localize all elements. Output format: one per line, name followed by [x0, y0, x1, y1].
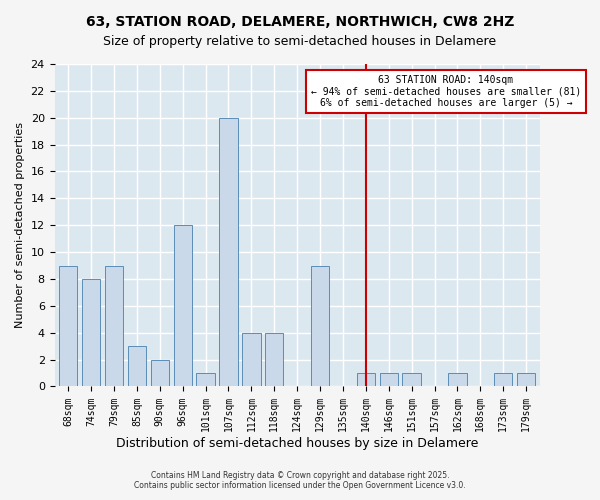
Bar — [59, 266, 77, 386]
Bar — [448, 373, 467, 386]
Bar — [151, 360, 169, 386]
Text: 63, STATION ROAD, DELAMERE, NORTHWICH, CW8 2HZ: 63, STATION ROAD, DELAMERE, NORTHWICH, C… — [86, 15, 514, 29]
Text: 63 STATION ROAD: 140sqm
← 94% of semi-detached houses are smaller (81)
6% of sem: 63 STATION ROAD: 140sqm ← 94% of semi-de… — [311, 74, 581, 108]
Bar — [128, 346, 146, 387]
Bar — [82, 279, 100, 386]
Bar — [356, 373, 375, 386]
Text: Contains HM Land Registry data © Crown copyright and database right 2025.
Contai: Contains HM Land Registry data © Crown c… — [134, 470, 466, 490]
Bar — [265, 332, 283, 386]
Bar — [311, 266, 329, 386]
Bar — [242, 332, 260, 386]
Bar — [173, 225, 192, 386]
Bar — [105, 266, 123, 386]
Bar — [494, 373, 512, 386]
Text: Size of property relative to semi-detached houses in Delamere: Size of property relative to semi-detach… — [103, 35, 497, 48]
Bar — [403, 373, 421, 386]
Bar — [196, 373, 215, 386]
X-axis label: Distribution of semi-detached houses by size in Delamere: Distribution of semi-detached houses by … — [116, 437, 478, 450]
Bar — [220, 118, 238, 386]
Bar — [517, 373, 535, 386]
Y-axis label: Number of semi-detached properties: Number of semi-detached properties — [15, 122, 25, 328]
Bar — [380, 373, 398, 386]
